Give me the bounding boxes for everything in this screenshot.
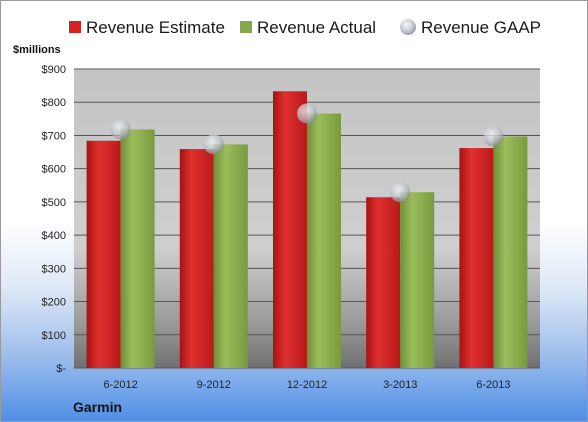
bar-revenue-estimate: [273, 91, 307, 369]
legend: Revenue Estimate Revenue Actual Revenue …: [69, 18, 541, 37]
x-tick-label: 6-2013: [476, 379, 510, 391]
legend-swatch-gaap: [400, 19, 416, 35]
y-tick-label: $100: [42, 330, 66, 342]
bar-revenue-estimate: [179, 149, 214, 368]
bar-revenue-actual: [213, 144, 248, 368]
x-tick-label: 6-2012: [103, 379, 137, 391]
marker-revenue-gaap: [203, 134, 224, 155]
marker-revenue-gaap: [483, 126, 504, 147]
bar-revenue-actual: [307, 113, 341, 368]
y-tick-label: $300: [42, 263, 66, 275]
bar-revenue-estimate: [86, 140, 121, 368]
legend-label-estimate: Revenue Estimate: [86, 18, 225, 37]
legend-label-actual: Revenue Actual: [257, 18, 376, 37]
company-name: Garmin: [73, 399, 123, 415]
y-tick-label: $200: [42, 297, 66, 309]
marker-revenue-gaap: [110, 119, 131, 140]
y-tick-label: $400: [42, 230, 66, 242]
legend-label-gaap: Revenue GAAP: [421, 18, 541, 37]
marker-revenue-gaap: [390, 182, 411, 203]
x-tick-label: 12-2012: [287, 379, 327, 391]
x-tick-label: 3-2013: [383, 379, 417, 391]
y-tick-label: $800: [42, 97, 66, 109]
y-tick-label: $-: [56, 363, 66, 375]
x-axis-ticks: 6-2012 9-2012 12-2012 3-2013 6-2013: [103, 379, 510, 391]
y-tick-label: $900: [42, 64, 66, 76]
bar-revenue-estimate: [366, 197, 401, 368]
y-axis-unit-label: $millions: [13, 44, 61, 56]
x-tick-label: 9-2012: [197, 379, 231, 391]
y-tick-label: $600: [42, 164, 66, 176]
gaap-markers: [110, 103, 504, 203]
legend-swatch-estimate: [69, 21, 81, 33]
y-tick-label: $700: [42, 130, 66, 142]
y-axis-ticks: $- $100 $200 $300 $400 $500 $600 $700 $800 $900: [42, 64, 67, 375]
bars: [86, 91, 528, 369]
bar-revenue-actual: [120, 129, 155, 368]
legend-swatch-actual: [240, 21, 252, 33]
y-tick-label: $500: [42, 197, 66, 209]
bar-revenue-estimate: [459, 148, 494, 368]
bar-revenue-actual: [400, 192, 435, 368]
marker-revenue-gaap: [297, 103, 317, 124]
bar-revenue-actual: [493, 136, 528, 368]
